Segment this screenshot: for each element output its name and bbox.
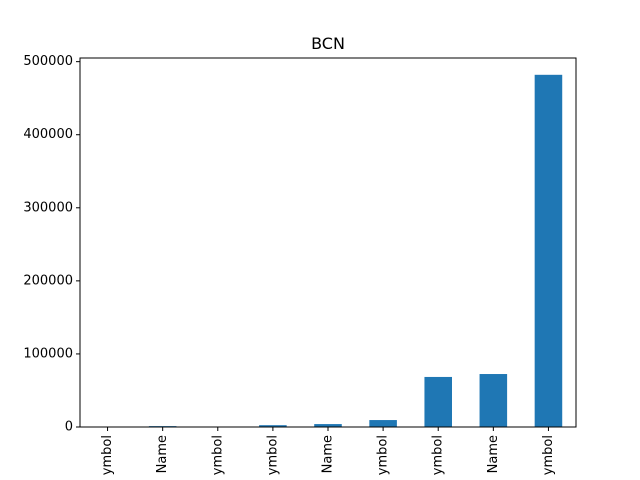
y-tick-label-3: 300000 — [23, 200, 73, 215]
bars-group — [93, 74, 563, 427]
y-tick-label-2: 200000 — [23, 273, 73, 288]
y-tick-label-1: 100000 — [23, 346, 73, 361]
bar-8 — [534, 74, 563, 427]
y-tick-label-0: 0 — [65, 420, 73, 435]
y-tick-label-5: 500000 — [23, 54, 73, 69]
plot-frame — [79, 57, 577, 428]
y-tick-label-4: 400000 — [23, 127, 73, 142]
bar-4 — [314, 424, 342, 427]
x-tick-label-0: ymbol — [100, 435, 115, 475]
x-tick-label-1: Name — [155, 435, 170, 473]
x-tick-label-7: Name — [486, 435, 501, 473]
y-axis: 0 100000 200000 300000 400000 500000 — [23, 54, 80, 435]
bar-6 — [424, 376, 452, 427]
x-axis: ymbol Name ymbol ymbol Name ymbol ymbol Name ymb… — [100, 427, 556, 475]
x-tick-label-5: ymbol — [376, 435, 391, 475]
bar-3 — [259, 425, 287, 427]
x-tick-label-2: ymbol — [210, 435, 225, 475]
x-tick-label-6: ymbol — [431, 435, 446, 475]
x-tick-label-3: ymbol — [265, 435, 280, 475]
x-tick-label-8: ymbol — [541, 435, 556, 475]
chart-title: BCN — [311, 34, 345, 53]
bar-7 — [479, 374, 508, 427]
x-tick-label-4: Name — [321, 435, 336, 473]
bar-5 — [369, 420, 397, 427]
